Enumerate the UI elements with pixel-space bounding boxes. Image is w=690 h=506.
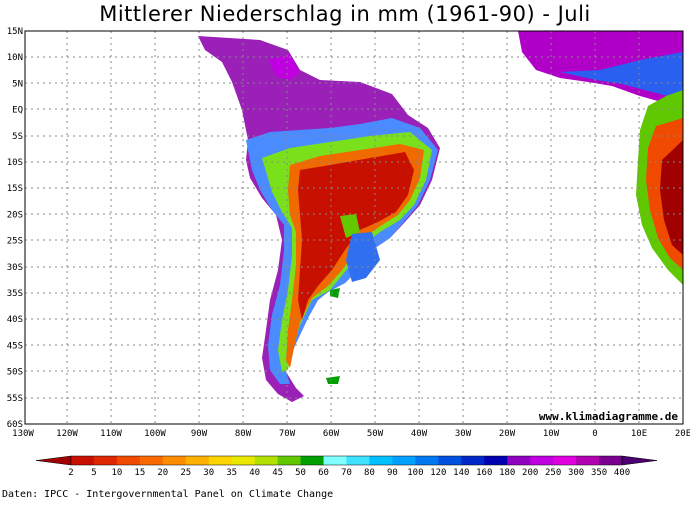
lon-label: 50W — [367, 429, 384, 439]
legend-label: 5 — [91, 468, 96, 478]
latitude-axis: 15N 10N 5N EQ 5S 10S 15S 20S 25S 30S 35S 40S 45S 50S 5… — [7, 27, 23, 430]
lon-label: 80W — [235, 429, 252, 439]
legend-label: 200 — [522, 468, 538, 478]
legend-label: 40 — [249, 468, 260, 478]
legend-label: 30 — [203, 468, 214, 478]
lat-label: 50S — [7, 368, 23, 378]
lat-label: 55S — [7, 394, 23, 404]
lat-label: 35S — [7, 289, 23, 299]
lat-label: 15N — [7, 27, 23, 37]
legend-label: 140 — [453, 468, 469, 478]
legend-swatch — [369, 456, 393, 465]
data-source: Daten: IPCC - Intergovernmental Panel on… — [2, 489, 334, 500]
legend-swatch — [323, 456, 347, 465]
legend-label: 250 — [545, 468, 561, 478]
lat-label: 60S — [7, 420, 23, 430]
legend-swatch — [392, 456, 416, 465]
legend-swatch — [621, 455, 658, 466]
legend-swatch — [70, 456, 95, 465]
legend-swatch — [116, 456, 141, 465]
lat-label: 15S — [7, 184, 23, 194]
legend-swatch — [461, 456, 485, 465]
legend-swatch — [300, 456, 325, 465]
lat-label: 5N — [12, 79, 23, 89]
legend-swatch — [553, 456, 577, 465]
legend-label: 10 — [111, 468, 122, 478]
lon-label: 60W — [323, 429, 340, 439]
lon-label: 10E — [631, 429, 647, 439]
legend-label: 300 — [568, 468, 584, 478]
lon-label: 110W — [100, 429, 122, 439]
legend-swatch — [185, 456, 210, 465]
lon-label: 20E — [675, 429, 690, 439]
legend-swatch — [277, 456, 302, 465]
lat-label: 10S — [7, 158, 23, 168]
graticule — [25, 31, 683, 424]
lon-label: 10W — [543, 429, 560, 439]
lon-label: 120W — [56, 429, 78, 439]
south-america-precip — [198, 36, 440, 402]
legend-swatch — [530, 456, 554, 465]
legend-label: 35 — [226, 468, 237, 478]
legend-swatch — [254, 456, 279, 465]
legend-swatch — [162, 456, 187, 465]
legend-label: 25 — [180, 468, 191, 478]
legend-label: 100 — [407, 468, 423, 478]
legend-frame — [70, 455, 623, 466]
legend-label: 90 — [387, 468, 398, 478]
lon-label: 30W — [455, 429, 472, 439]
lat-label: 25S — [7, 237, 23, 247]
lon-label: 130W — [12, 429, 34, 439]
lon-label: 100W — [144, 429, 166, 439]
legend-swatch — [576, 456, 600, 465]
legend-label: 350 — [591, 468, 607, 478]
map-frame — [24, 30, 684, 425]
legend-label: 160 — [476, 468, 492, 478]
legend-swatch — [93, 456, 118, 465]
legend-swatch — [484, 456, 508, 465]
lon-label: 70W — [279, 429, 296, 439]
lat-label: 20S — [7, 210, 23, 220]
lat-label: 5S — [12, 132, 23, 142]
africa-precip — [518, 31, 683, 285]
lat-label: 40S — [7, 315, 23, 325]
legend-swatch — [438, 456, 462, 465]
legend-swatch — [346, 456, 370, 465]
legend-swatch — [208, 456, 233, 465]
legend-label: 70 — [341, 468, 352, 478]
lat-label: 30S — [7, 263, 23, 273]
legend-label: 60 — [318, 468, 329, 478]
legend-label: 180 — [499, 468, 515, 478]
color-legend: 2 5 10 15 20 25 30 35 40 45 50 60 70 80 90 100 120 140 160… — [35, 455, 658, 478]
legend-label: 2 — [68, 468, 73, 478]
legend-swatch — [507, 456, 531, 465]
lon-label: 40W — [411, 429, 428, 439]
legend-label: 400 — [614, 468, 630, 478]
lat-label: 10N — [7, 53, 23, 63]
legend-swatch — [599, 456, 623, 465]
legend-label: 80 — [364, 468, 375, 478]
lat-label: 45S — [7, 341, 23, 351]
legend-label: 50 — [295, 468, 306, 478]
lat-label: EQ — [12, 106, 23, 116]
longitude-axis: 130W 120W 110W 100W 90W 80W 70W 60W 50W 40W 30W 20W… — [12, 429, 690, 439]
watermark: www.klimadiagramme.de — [539, 410, 678, 423]
map-title: Mittlerer Niederschlag in mm (1961-90) -… — [99, 2, 591, 26]
lon-label: 20W — [499, 429, 516, 439]
legend-label: 45 — [272, 468, 283, 478]
legend-swatch — [231, 456, 256, 465]
legend-label: 15 — [134, 468, 145, 478]
lon-label: 0 — [592, 429, 597, 439]
legend-label: 20 — [157, 468, 168, 478]
lon-label: 90W — [191, 429, 208, 439]
legend-swatch — [415, 456, 439, 465]
legend-swatch — [35, 455, 72, 466]
legend-swatch — [139, 456, 164, 465]
legend-label: 120 — [430, 468, 446, 478]
